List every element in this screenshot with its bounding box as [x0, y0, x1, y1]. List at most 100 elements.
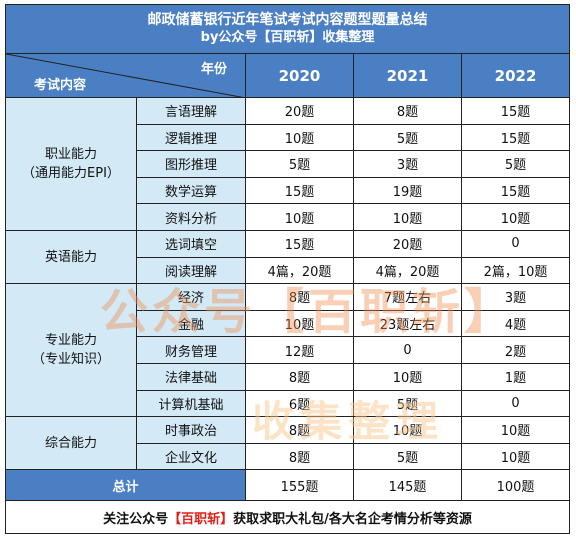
title-cell: 邮政储蓄银行近年笔试考试内容题型题量总结 by公众号【百职斩】收集整理: [4, 4, 571, 54]
total-2020: 155题: [245, 469, 354, 502]
table-row: 综合能力 时事政治 8题 10题 10题: [5, 416, 571, 471]
year-2020-header: 2020: [245, 53, 354, 98]
item-name: 图形推理: [136, 150, 246, 178]
count-cell: 0: [353, 336, 462, 364]
count-cell: 2题: [460, 336, 571, 364]
table-row: 阅读理解 4篇，20题 4篇，20题 2篇，10题: [6, 256, 571, 285]
table-row: 金融 10题 23题左右 4题: [6, 309, 571, 338]
footer-row: 关注公众号【百职斩】获取求职大礼包/各大名企考情分析等资源: [4, 500, 571, 535]
count-cell: 7题左右: [353, 283, 462, 311]
count-cell: 8题: [245, 362, 354, 391]
item-name: 经济: [136, 283, 246, 311]
total-label: 总计: [5, 469, 246, 502]
item-name: 选词填空: [136, 229, 246, 258]
count-cell: 10题: [245, 123, 354, 152]
category-cell: 职业能力 （通用能力EPI）: [5, 97, 137, 231]
count-cell: 15题: [460, 123, 571, 152]
table-row: 英语能力 选词填空 15题 20题 0: [5, 229, 571, 285]
count-cell: 8题: [353, 97, 462, 125]
item-name: 数学运算: [136, 176, 246, 205]
table-row: 企业文化 8题 5题 10题: [6, 442, 571, 471]
total-row: 总计 155题 145题 100题: [5, 469, 571, 502]
count-cell: 10题: [353, 416, 462, 444]
year-2021-header: 2021: [353, 53, 462, 98]
table-row: 职业能力 （通用能力EPI） 言语理解 20题 8题 15题: [5, 97, 571, 231]
table-row: 法律基础 8题 10题 1题: [6, 362, 571, 391]
item-name: 法律基础: [136, 362, 246, 391]
footer-suffix: 获取求职大礼包/各大名企考情分析等资源: [233, 511, 472, 527]
count-cell: 19题: [353, 176, 462, 205]
table-row: 专业能力 （专业知识） 经济 8题 7题左右 3题: [5, 283, 571, 418]
year-header-label: 年份: [200, 62, 227, 77]
table-row: 图形推理 5题 3题 5题: [6, 150, 571, 178]
count-cell: 5题: [353, 442, 462, 471]
category-name: 综合能力: [44, 435, 97, 451]
count-cell: 23题左右: [353, 309, 462, 338]
page-title: 邮政储蓄银行近年笔试考试内容题型题量总结: [147, 12, 428, 28]
count-cell: 15题: [460, 176, 571, 205]
item-name: 阅读理解: [136, 256, 246, 285]
count-cell: 0: [460, 229, 571, 258]
item-name: 时事政治: [136, 416, 246, 444]
count-cell: 15题: [460, 97, 571, 125]
category-name: 职业能力: [44, 146, 97, 162]
table-row: 计算机基础 6题 5题 0: [6, 389, 571, 418]
diagonal-line: [6, 54, 241, 97]
exam-summary-table: 邮政储蓄银行近年笔试考试内容题型题量总结 by公众号【百职斩】收集整理 年份 考…: [4, 4, 571, 535]
count-cell: 12题: [245, 336, 354, 364]
category-cell: 专业能力 （专业知识）: [5, 283, 137, 418]
item-name: 逻辑推理: [136, 123, 246, 152]
count-cell: 10题: [353, 362, 462, 391]
count-cell: 8题: [245, 442, 354, 471]
count-cell: 10题: [460, 416, 571, 444]
page-subtitle: by公众号【百职斩】收集整理: [200, 30, 375, 45]
year-2022-header: 2022: [460, 53, 571, 98]
count-cell: 10题: [245, 309, 354, 338]
item-name: 计算机基础: [136, 389, 246, 418]
count-cell: 20题: [353, 229, 462, 258]
item-name: 资料分析: [136, 203, 246, 231]
count-cell: 4篇，20题: [353, 256, 462, 285]
count-cell: 10题: [460, 203, 571, 231]
content-header-label: 考试内容: [34, 78, 87, 93]
header-diagonal-cell: 年份 考试内容: [5, 53, 246, 98]
count-cell: 8题: [245, 416, 354, 444]
count-cell: 10题: [460, 442, 571, 471]
count-cell: 5题: [460, 150, 571, 178]
category-note: （通用能力EPI）: [22, 165, 120, 181]
count-cell: 2篇，10题: [460, 256, 571, 285]
footer-prefix: 关注公众号: [103, 511, 169, 527]
item-name: 企业文化: [136, 442, 246, 471]
table-row: 财务管理 12题 0 2题: [6, 336, 571, 364]
item-name: 言语理解: [136, 97, 246, 125]
title-row: 邮政储蓄银行近年笔试考试内容题型题量总结 by公众号【百职斩】收集整理: [4, 4, 571, 54]
item-name: 财务管理: [136, 336, 246, 364]
count-cell: 1题: [460, 362, 571, 391]
count-cell: 10题: [245, 203, 354, 231]
category-cell: 综合能力: [5, 416, 137, 471]
count-cell: 4题: [460, 309, 571, 338]
total-2021: 145题: [353, 469, 462, 502]
item-name: 金融: [136, 309, 246, 338]
count-cell: 15题: [245, 176, 354, 205]
table-row: 资料分析 10题 10题 10题: [6, 203, 571, 231]
category-note: （专业知识）: [31, 352, 110, 368]
count-cell: 20题: [245, 97, 354, 125]
count-cell: 5题: [353, 389, 462, 418]
footer-highlight: 【百职斩】: [168, 511, 234, 527]
category-name: 英语能力: [44, 249, 97, 265]
count-cell: 3题: [460, 283, 571, 311]
count-cell: 10题: [353, 203, 462, 231]
header-row: 年份 考试内容 2020 2021 2022: [5, 53, 571, 98]
total-2022: 100题: [460, 469, 571, 502]
count-cell: 15题: [245, 229, 354, 258]
count-cell: 5题: [245, 150, 354, 178]
count-cell: 6题: [245, 389, 354, 418]
count-cell: 3题: [353, 150, 462, 178]
footer-note: 关注公众号【百职斩】获取求职大礼包/各大名企考情分析等资源: [4, 500, 571, 535]
category-cell: 英语能力: [5, 229, 137, 285]
count-cell: 8题: [245, 283, 354, 311]
count-cell: 5题: [353, 123, 462, 152]
count-cell: 4篇，20题: [245, 256, 354, 285]
table-body: 职业能力 （通用能力EPI） 言语理解 20题 8题 15题 逻辑推理 10题 5题 15题 图形推…: [5, 97, 571, 471]
